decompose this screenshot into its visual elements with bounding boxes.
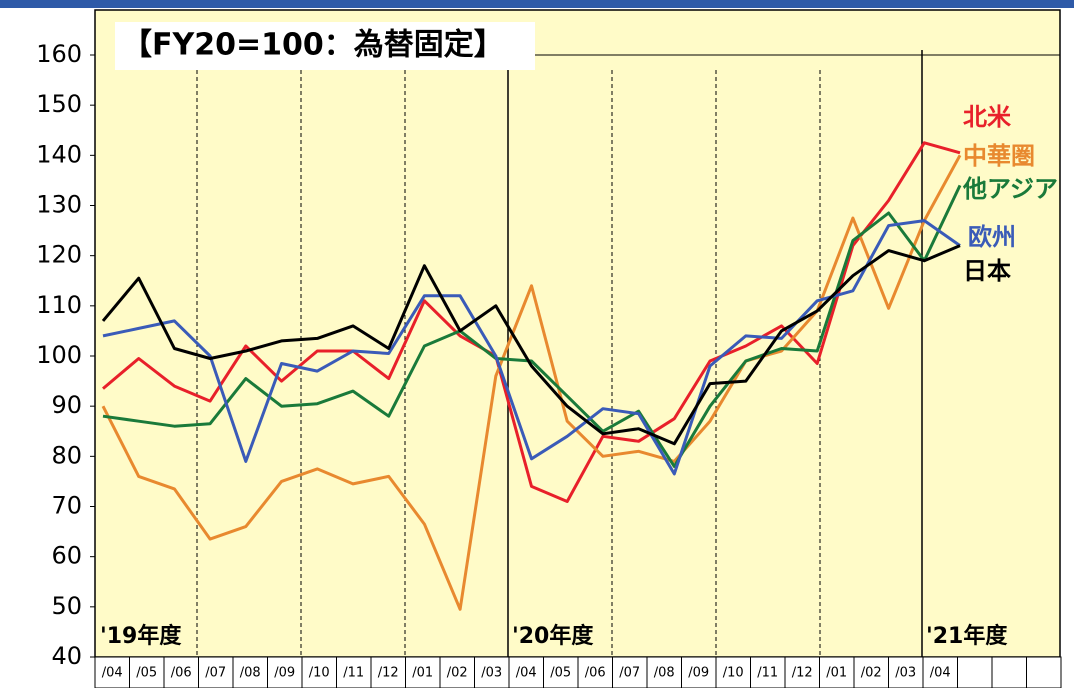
- category-cell: [715, 656, 751, 688]
- legend-label: 日本: [963, 257, 1011, 285]
- y-tick-label: 80: [51, 441, 82, 469]
- x-tick-label: /12: [378, 666, 399, 681]
- category-cell: [301, 656, 337, 688]
- y-tick-label: 140: [36, 140, 82, 168]
- chart-title: 【FY20=100：為替固定】: [122, 28, 504, 63]
- x-tick-label: /05: [550, 666, 571, 681]
- series-line: [101, 244, 961, 446]
- category-cell: [508, 656, 544, 688]
- title-box: [115, 22, 535, 70]
- y-tick-label: 110: [36, 291, 82, 319]
- plot-area: [94, 9, 1061, 658]
- x-tick-label: /01: [412, 666, 433, 681]
- legend-label: 中華圏: [963, 142, 1035, 170]
- category-cell: [646, 656, 682, 688]
- x-tick-label: /04: [516, 666, 537, 681]
- annotation: '19年度: [100, 623, 182, 649]
- x-tick-label: /10: [723, 666, 744, 681]
- category-cell: [129, 656, 165, 688]
- x-tick-label: /07: [205, 666, 226, 681]
- legend-label: 北米: [963, 103, 1011, 131]
- legend-label: 他アジア: [962, 175, 1058, 203]
- x-tick-label: /06: [585, 666, 606, 681]
- x-tick-label: /04: [102, 666, 123, 681]
- x-tick-label: /03: [895, 666, 916, 681]
- x-tick-label: /09: [274, 666, 295, 681]
- annotation: '20年度: [512, 623, 594, 649]
- y-tick-label: 130: [36, 191, 82, 219]
- category-cell: [957, 656, 993, 688]
- category-cell: [612, 656, 648, 688]
- top-bar: [0, 0, 1074, 8]
- category-cell: [232, 656, 268, 688]
- x-tick-label: /02: [861, 666, 882, 681]
- category-cell: [750, 656, 786, 688]
- y-tick-label: 60: [51, 542, 82, 570]
- category-cell: [784, 656, 820, 688]
- y-tick-label: 90: [51, 391, 82, 419]
- x-tick-label: /08: [654, 666, 675, 681]
- legend-label: 欧州: [968, 223, 1016, 251]
- x-tick-label: /05: [136, 666, 157, 681]
- annotation: '21年度: [926, 623, 1008, 649]
- category-cell: [577, 656, 613, 688]
- x-tick-label: /01: [826, 666, 847, 681]
- x-tick-label: /02: [447, 666, 468, 681]
- x-tick-label: /12: [792, 666, 813, 681]
- category-cell: [991, 656, 1027, 688]
- x-tick-label: /09: [688, 666, 709, 681]
- y-tick-label: 40: [51, 642, 82, 670]
- y-tick-label: 160: [36, 40, 82, 68]
- x-tick-label: /08: [240, 666, 261, 681]
- y-tick-label: 120: [36, 241, 82, 269]
- x-tick-label: /04: [930, 666, 951, 681]
- x-tick-label: /11: [343, 666, 364, 681]
- category-cell: [370, 656, 406, 688]
- category-cell: [94, 656, 130, 688]
- category-cell: [405, 656, 441, 688]
- x-tick-label: /10: [309, 666, 330, 681]
- series-line: [102, 141, 961, 503]
- category-cell: [474, 656, 510, 688]
- category-cell: [439, 656, 475, 688]
- category-cell: [1026, 656, 1062, 688]
- period-lines: [196, 50, 923, 657]
- category-cell: [198, 656, 234, 688]
- series-line: [102, 184, 962, 468]
- y-tick-label: 50: [51, 592, 82, 620]
- y-tick-label: 100: [36, 341, 82, 369]
- y-tick-label: 70: [51, 492, 82, 520]
- x-tick-label: /07: [619, 666, 640, 681]
- x-tick-label: /11: [757, 666, 778, 681]
- series-line: [102, 219, 961, 476]
- category-cell: [267, 656, 303, 688]
- category-cell: [853, 656, 889, 688]
- y-tick-label: 150: [36, 90, 82, 118]
- x-tick-label: /03: [481, 666, 502, 681]
- x-tick-label: /06: [171, 666, 192, 681]
